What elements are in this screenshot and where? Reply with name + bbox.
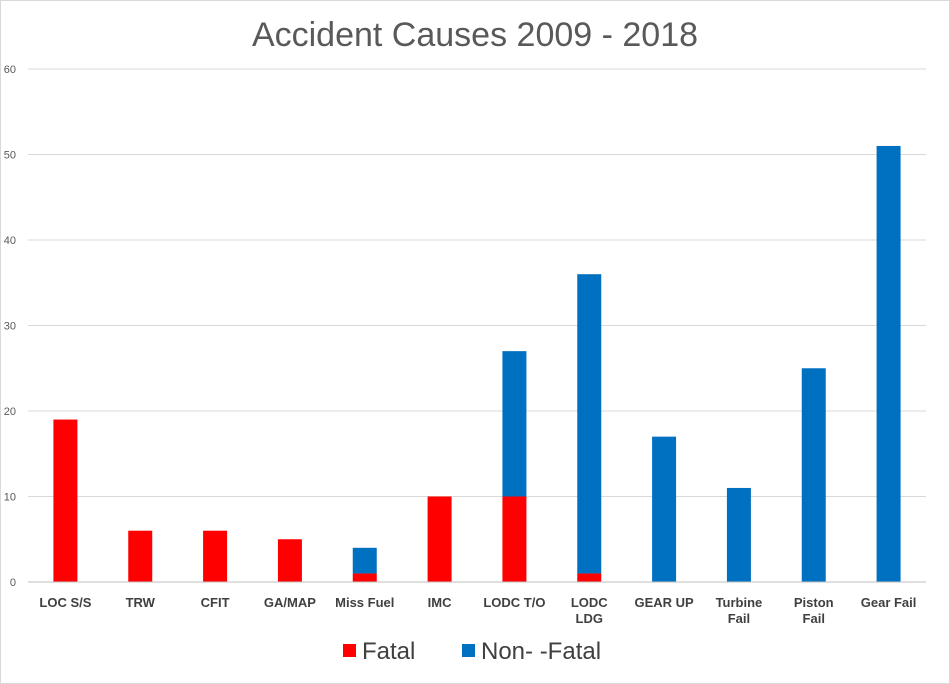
bar-segment [876, 145, 901, 582]
chart-title: Accident Causes 2009 - 2018 [251, 16, 699, 54]
y-tick-label: 30 [4, 321, 16, 333]
legend: Fatal Non- -Fatal [343, 638, 601, 665]
bar-segment [128, 530, 153, 582]
bar-segment [577, 274, 602, 574]
y-tick-label: 20 [4, 406, 16, 418]
y-tick-label: 60 [4, 64, 16, 76]
bar-segment [53, 419, 78, 582]
y-tick-label: 50 [4, 150, 16, 162]
bar-segment [427, 496, 452, 582]
bar-segment [352, 573, 377, 582]
bar-segment [277, 539, 302, 582]
legend-swatch [462, 644, 475, 657]
x-tick-label: Piston Fail [794, 595, 834, 626]
bar-segment [352, 547, 377, 574]
x-tick-label: GA/MAP [264, 595, 316, 610]
y-tick-label: 0 [10, 577, 16, 589]
bar-segment [502, 351, 527, 497]
legend-swatch [343, 644, 356, 657]
y-tick-label: 10 [4, 492, 16, 504]
category-labels: LOC S/S TRW CFIT GA/MAP Miss Fuel IMC LODC T/O… [39, 595, 916, 626]
bar-segment [801, 368, 826, 582]
legend-label: Fatal [362, 638, 415, 665]
x-tick-label: TRW [126, 595, 156, 610]
x-tick-label: GEAR UP [634, 595, 694, 610]
bar-segment [577, 573, 602, 582]
x-tick-label: CFIT [201, 595, 230, 610]
y-axis-ticks: 0 10 20 30 40 50 60 [4, 64, 16, 589]
x-tick-label: Miss Fuel [335, 595, 394, 610]
x-tick-label: Turbine Fail [716, 595, 763, 626]
bar-segment [502, 496, 527, 582]
y-tick-label: 40 [4, 235, 16, 247]
x-tick-label: LOC S/S [39, 595, 91, 610]
gridlines [28, 68, 926, 497]
x-tick-label: IMC [428, 595, 452, 610]
legend-label: Non- -Fatal [481, 638, 601, 665]
x-tick-label: Gear Fail [861, 595, 917, 610]
bars [53, 145, 901, 582]
bar-segment [726, 487, 751, 582]
x-tick-label: LODC T/O [483, 595, 545, 610]
bar-segment [203, 530, 228, 582]
x-tick-label: LODC LDG [571, 595, 608, 626]
bar-segment [652, 436, 677, 582]
